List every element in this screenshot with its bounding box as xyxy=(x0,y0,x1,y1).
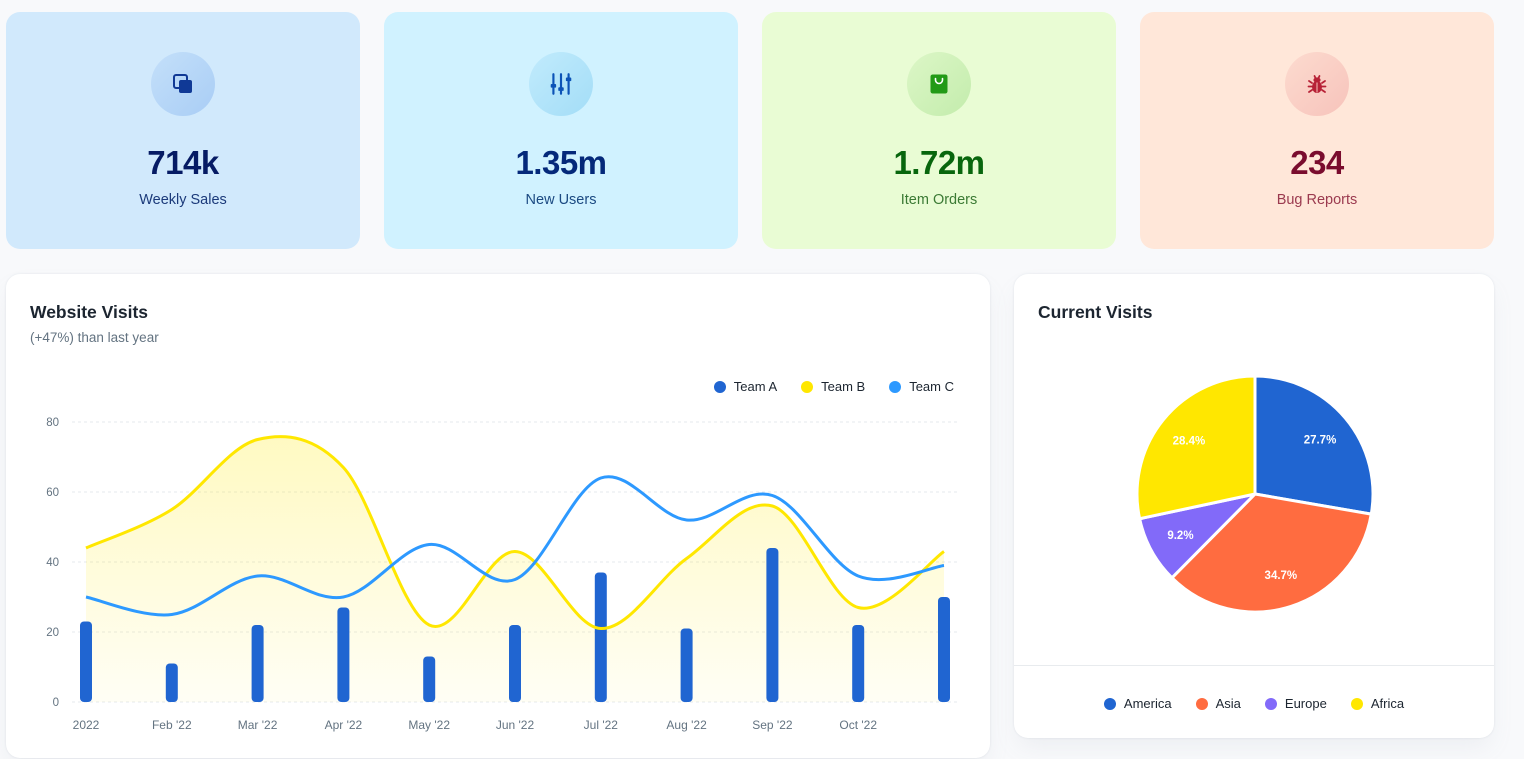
pie-data-label: 27.7% xyxy=(1304,434,1337,446)
team-b-line xyxy=(85,435,945,631)
team-a-bar xyxy=(165,663,178,702)
legend-dot xyxy=(713,380,726,393)
sliders-icon xyxy=(550,73,572,95)
stat-card-item-orders: 1.72m Item Orders xyxy=(762,12,1116,249)
team-a-bar xyxy=(423,656,436,702)
legend-item-america[interactable]: America xyxy=(1103,696,1172,711)
pie-slice-america xyxy=(1253,374,1375,516)
team-a-bar xyxy=(80,621,92,702)
stat-label: Item Orders xyxy=(900,192,978,208)
legend-label: Africa xyxy=(1370,696,1405,711)
current-visits-card: Current Visits 27.7% 34.7% 9.2% 28.4% Ameri… xyxy=(1014,274,1494,738)
icon-circle xyxy=(151,52,215,116)
team-a-bar xyxy=(337,607,350,702)
website-visits-title: Website Visits xyxy=(30,302,149,322)
x-tick-label: Oct '22 xyxy=(839,718,877,732)
legend-divider xyxy=(1014,665,1494,666)
pie-legend: America Asia Europe Africa xyxy=(1014,696,1494,711)
stat-label: Bug Reports xyxy=(1276,192,1358,208)
x-tick-label: Sep '22 xyxy=(752,718,793,732)
y-tick-label: 80 xyxy=(46,417,59,429)
stat-value: 1.72m xyxy=(893,144,985,181)
legend-label: Team C xyxy=(909,379,954,394)
x-tick-label: Jun '22 xyxy=(496,718,535,732)
shopping-bag-icon xyxy=(930,74,948,94)
visits-legend: Team A Team B Team C xyxy=(713,379,954,394)
legend-dot xyxy=(889,380,902,393)
y-tick-label: 60 xyxy=(46,487,59,499)
legend-item-team-b[interactable]: Team B xyxy=(801,379,865,394)
legend-item-europe[interactable]: Europe xyxy=(1264,696,1327,711)
y-tick-label: 20 xyxy=(46,627,59,639)
y-tick-label: 40 xyxy=(46,557,59,569)
legend-dot xyxy=(1103,697,1116,710)
team-c-line xyxy=(85,475,945,617)
stat-label: New Users xyxy=(525,192,597,208)
stat-value: 714k xyxy=(147,144,219,181)
legend-dot xyxy=(1350,697,1363,710)
x-tick-label: Jul '22 xyxy=(584,718,619,732)
x-tick-label: Feb '22 xyxy=(152,718,192,732)
pie-slice-africa xyxy=(1135,374,1257,521)
x-tick-label: May '22 xyxy=(408,718,450,732)
stat-card-new-users: 1.35m New Users xyxy=(384,12,738,249)
layers-icon xyxy=(173,74,192,93)
x-tick-label: Aug '22 xyxy=(666,718,707,732)
current-visits-title: Current Visits xyxy=(1038,302,1153,322)
stat-card-weekly-sales: 714k Weekly Sales xyxy=(6,12,360,249)
legend-item-asia[interactable]: Asia xyxy=(1195,696,1241,711)
pie-data-label: 28.4% xyxy=(1173,436,1206,448)
current-visits-pie-chart: 27.7% 34.7% 9.2% 28.4% xyxy=(1135,374,1375,614)
team-a-bar xyxy=(680,628,693,702)
stat-label: Weekly Sales xyxy=(139,192,227,208)
y-tick-label: 0 xyxy=(53,697,59,709)
legend-label: Team B xyxy=(821,379,866,394)
team-a-bar xyxy=(251,625,264,702)
stat-value: 234 xyxy=(1290,144,1344,181)
team-a-bar xyxy=(852,625,865,702)
x-tick-label: Apr '22 xyxy=(325,718,363,732)
icon-circle xyxy=(1285,52,1349,116)
stat-card-bug-reports: 234 Bug Reports xyxy=(1140,12,1494,249)
website-visits-chart: 0 20 40 60 80 2022 Feb '22 Mar '22 Apr '22 May '2… xyxy=(46,417,960,732)
legend-label: Team A xyxy=(733,379,778,394)
team-a-bar xyxy=(594,572,607,702)
icon-circle xyxy=(529,52,593,116)
icon-circle xyxy=(907,52,971,116)
team-a-bar xyxy=(509,625,521,702)
team-a-bar xyxy=(766,548,779,702)
legend-item-africa[interactable]: Africa xyxy=(1350,696,1405,711)
pie-slice-asia xyxy=(1170,492,1373,614)
bug-icon xyxy=(1307,75,1327,93)
legend-dot xyxy=(801,380,814,393)
pie-data-label: 34.7% xyxy=(1265,570,1298,582)
team-a-bar xyxy=(938,597,950,702)
website-visits-subtitle: (+47%) than last year xyxy=(30,330,159,345)
legend-item-team-c[interactable]: Team C xyxy=(889,379,954,394)
legend-dot xyxy=(1264,697,1277,710)
stat-value: 1.35m xyxy=(515,144,607,181)
legend-label: Asia xyxy=(1215,696,1241,711)
website-visits-card: Website Visits (+47%) than last year Tea… xyxy=(6,274,990,758)
x-tick-label: 2022 xyxy=(73,718,100,732)
team-b-area xyxy=(86,436,944,702)
legend-item-team-a[interactable]: Team A xyxy=(713,379,778,394)
x-tick-label: Mar '22 xyxy=(238,718,278,732)
legend-label: America xyxy=(1123,696,1172,711)
legend-label: Europe xyxy=(1284,696,1327,711)
pie-data-label: 9.2% xyxy=(1167,530,1193,542)
legend-dot xyxy=(1195,697,1208,710)
